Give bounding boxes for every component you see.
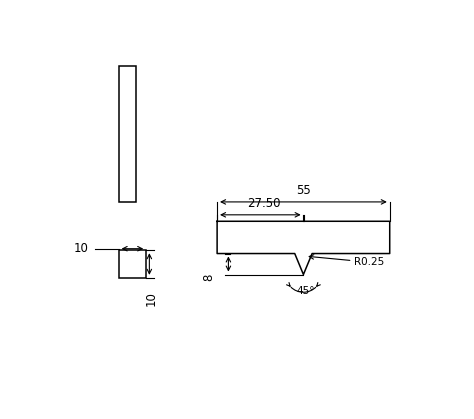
- Text: 55: 55: [296, 184, 311, 197]
- Text: 45°: 45°: [297, 286, 315, 296]
- Text: 10: 10: [145, 291, 157, 305]
- Text: 10: 10: [73, 242, 88, 255]
- Text: R0.25: R0.25: [354, 256, 384, 266]
- Bar: [118, 250, 146, 278]
- Text: 8: 8: [202, 274, 216, 282]
- Bar: [118, 67, 137, 202]
- Text: 27.50: 27.50: [247, 197, 281, 210]
